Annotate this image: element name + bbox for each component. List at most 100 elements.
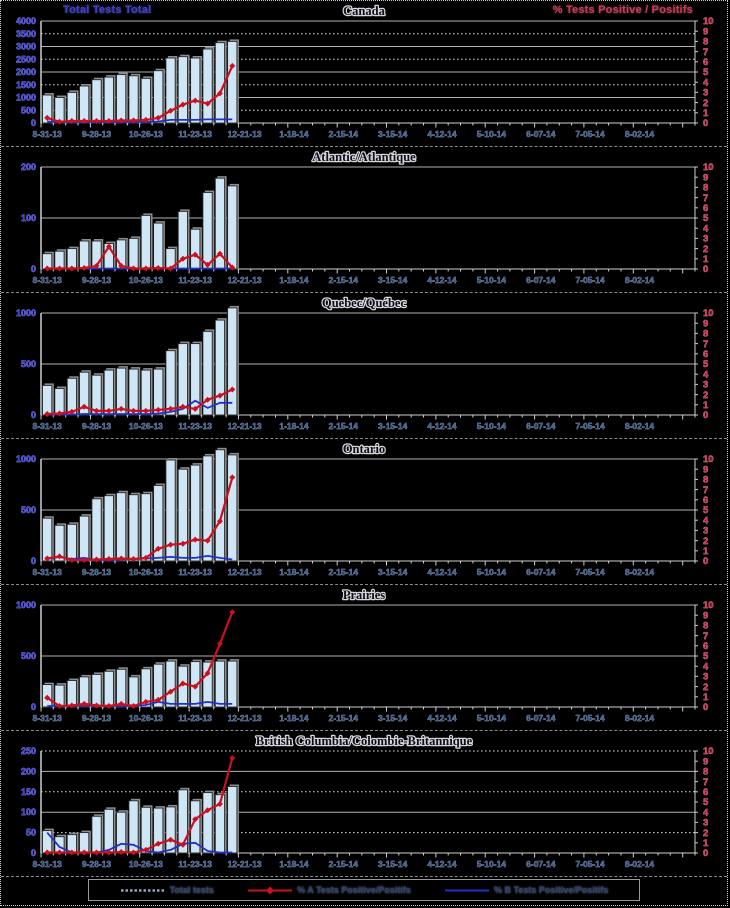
chart-canvas-canada: 0 500 1000 1500 2000 2500 3000 3500 4000 0 1 2 3 4 5 6 7… — [1, 1, 727, 146]
x-axis-tick-label: 8-31-13 — [33, 713, 63, 723]
right-axis-tick-label: 7 — [703, 47, 708, 58]
left-axis-tick-label: 50 — [26, 828, 36, 838]
x-axis-tick-label: 2-15-14 — [329, 421, 359, 431]
x-axis-tick-label: 3-15-14 — [378, 859, 408, 869]
x-axis-tick-label: 11-23-13 — [178, 713, 212, 723]
chart-panel-prairies: 0 500 1000 0 1 2 3 4 5 6 7 8 9 10 8-31-13 9-28-13 10-26-… — [1, 585, 727, 731]
right-axis-tick-label: 2 — [703, 98, 708, 109]
x-axis-tick-label: 1-18-14 — [279, 567, 309, 577]
x-axis-tick-label: 5-10-14 — [477, 421, 507, 431]
x-axis-tick-label: 2-15-14 — [329, 713, 359, 723]
right-axis-tick-label: 1 — [703, 546, 709, 557]
left-axis-tick-label: 0 — [31, 848, 36, 858]
x-axis-tick-label: 7-05-14 — [575, 859, 605, 869]
x-axis-tick-label: 3-15-14 — [378, 567, 408, 577]
right-axis-tick-label: 1 — [703, 692, 709, 703]
left-axis-tick-label: 0 — [31, 118, 36, 128]
left-axis-tick-label: 250 — [21, 746, 36, 756]
chart-title: Quebec/Québec — [322, 296, 406, 310]
x-axis-tick-label: 8-31-13 — [33, 567, 63, 577]
right-axis-tick-label: 3 — [703, 88, 708, 99]
right-axis-tick-label: 5 — [703, 651, 709, 662]
right-axis-tick-label: 0 — [703, 410, 708, 421]
right-axis-tick-label: 2 — [703, 682, 708, 693]
x-axis-tick-label: 10-26-13 — [129, 713, 163, 723]
x-axis-tick-label: 1-18-14 — [279, 713, 309, 723]
x-axis-tick-label: 9-28-13 — [82, 275, 112, 285]
chart-panel-ontario: 0 500 1000 0 1 2 3 4 5 6 7 8 9 10 8-31-13 9-28-13 10-26-… — [1, 439, 727, 585]
left-axis-tick-label: 0 — [31, 410, 36, 420]
blue-line-swatch-icon — [444, 886, 490, 895]
left-axis-tick-label: 3500 — [16, 29, 36, 39]
legend: Total tests % A Tests Positive/Positifs … — [88, 879, 640, 901]
right-axis-tick-label: 7 — [703, 777, 708, 788]
x-axis-tick-label: 11-23-13 — [178, 129, 212, 139]
left-axis-tick-label: 2000 — [16, 67, 36, 77]
x-axis-tick-label: 6-07-14 — [526, 421, 556, 431]
right-axis-tick-label: 8 — [703, 475, 708, 486]
right-axis-tick-label: 7 — [703, 193, 708, 204]
left-axis-title: Total Tests Total — [63, 4, 152, 16]
x-axis-tick-label: 4-12-14 — [427, 859, 457, 869]
right-axis-tick-label: 9 — [703, 26, 708, 37]
x-axis-tick-label: 5-10-14 — [477, 713, 507, 723]
right-axis-tick-label: 10 — [703, 600, 714, 611]
right-axis-tick-label: 0 — [703, 556, 708, 567]
left-axis-tick-label: 500 — [21, 105, 36, 115]
right-axis-tick-label: 9 — [703, 464, 708, 475]
x-axis-tick-label: 4-12-14 — [427, 421, 457, 431]
right-axis-tick-label: 0 — [703, 118, 708, 129]
x-axis-tick-label: 8-31-13 — [33, 129, 63, 139]
right-axis-tick-label: 4 — [703, 223, 709, 234]
x-axis-tick-label: 3-15-14 — [378, 421, 408, 431]
x-axis-tick-label: 4-12-14 — [427, 713, 457, 723]
legend-label: % A Tests Positive/Positifs — [297, 885, 411, 895]
legend-item-pct-a: % A Tests Positive/Positifs — [247, 885, 411, 895]
left-axis-tick-label: 1000 — [16, 600, 36, 610]
x-axis-tick-label: 3-15-14 — [378, 129, 408, 139]
right-axis-tick-label: 7 — [703, 485, 708, 496]
x-axis-tick-label: 1-18-14 — [279, 275, 309, 285]
chart-canvas-bc: 0 50 100 150 200 250 0 1 2 3 4 5 6 7 8 9 10 8-31-13 9-28-1… — [1, 731, 727, 876]
x-axis-tick-label: 3-15-14 — [378, 713, 408, 723]
x-axis-tick-label: 8-31-13 — [33, 421, 63, 431]
right-axis-tick-label: 6 — [703, 203, 708, 214]
x-axis-tick-label: 9-28-13 — [82, 421, 112, 431]
legend-item-total-tests: Total tests — [120, 885, 214, 895]
right-axis-tick-label: 9 — [703, 610, 708, 621]
x-axis-tick-label: 12-21-13 — [228, 567, 262, 577]
x-axis-tick-label: 6-07-14 — [526, 129, 556, 139]
right-axis-tick-label: 5 — [703, 359, 709, 370]
right-axis-tick-label: 4 — [703, 661, 709, 672]
right-axis-tick-label: 4 — [703, 807, 709, 818]
chart-title: Prairies — [343, 588, 385, 602]
x-axis-tick-label: 10-26-13 — [129, 129, 163, 139]
right-axis-tick-label: 8 — [703, 37, 708, 48]
left-axis-tick-label: 0 — [31, 702, 36, 712]
right-axis-tick-label: 3 — [703, 526, 708, 537]
x-axis-tick-label: 2-15-14 — [329, 859, 359, 869]
x-axis-tick-label: 10-26-13 — [129, 275, 163, 285]
chart-panel-bc: 0 50 100 150 200 250 0 1 2 3 4 5 6 7 8 9 10 8-31-13 9-28-1… — [1, 731, 727, 877]
left-axis-tick-label: 0 — [31, 556, 36, 566]
dashed-bar-swatch-icon — [120, 886, 166, 895]
x-axis-tick-label: 10-26-13 — [129, 567, 163, 577]
left-axis-tick-label: 3000 — [16, 42, 36, 52]
right-axis-tick-label: 1 — [703, 254, 709, 265]
right-axis-tick-label: 6 — [703, 787, 708, 798]
right-axis-tick-label: 0 — [703, 702, 708, 713]
x-axis-tick-label: 9-28-13 — [82, 129, 112, 139]
right-axis-tick-label: 5 — [703, 505, 709, 516]
x-axis-tick-label: 5-10-14 — [477, 859, 507, 869]
x-axis-tick-label: 1-18-14 — [279, 129, 309, 139]
x-axis-tick-label: 6-07-14 — [526, 859, 556, 869]
x-axis-tick-label: 5-10-14 — [477, 275, 507, 285]
right-axis-tick-label: 10 — [703, 16, 714, 27]
x-axis-tick-label: 7-05-14 — [575, 421, 605, 431]
chart-canvas-prairies: 0 500 1000 0 1 2 3 4 5 6 7 8 9 10 8-31-13 9-28-13 10-26-… — [1, 585, 727, 730]
right-axis-tick-label: 2 — [703, 536, 708, 547]
